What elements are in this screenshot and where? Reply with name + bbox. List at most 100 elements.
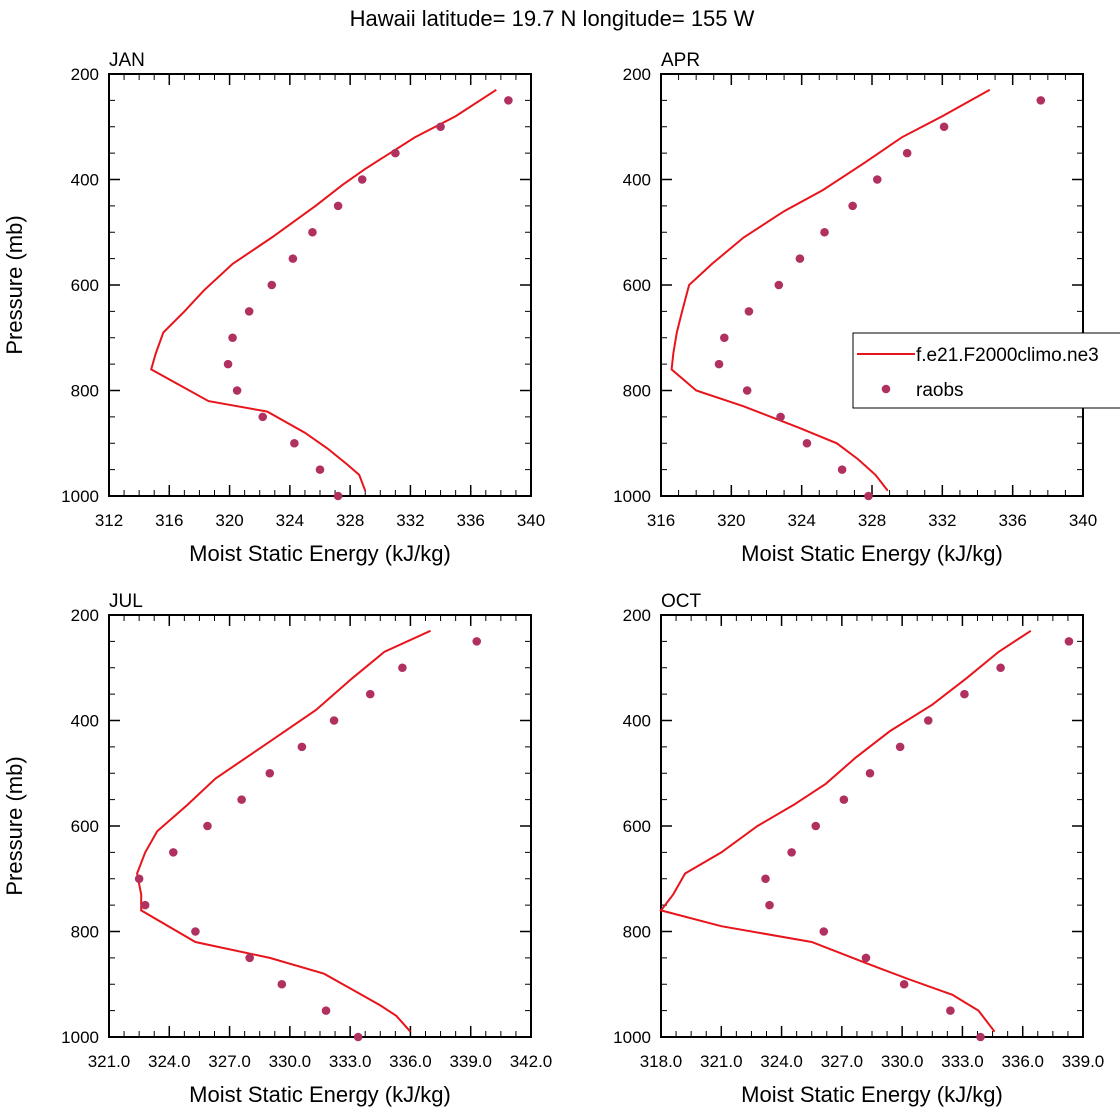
y-tick-label: 200 (623, 606, 651, 625)
raobs-point (802, 438, 812, 448)
x-tick-label: 312 (95, 511, 123, 530)
x-tick-label: 327.0 (208, 1052, 251, 1071)
raobs-point (357, 175, 367, 184)
raobs-point (398, 663, 407, 673)
raobs-point (191, 927, 200, 936)
plot-frame (660, 73, 1084, 497)
raobs-point (939, 122, 949, 132)
y-tick-label: 800 (623, 923, 651, 942)
y-tick-label: 400 (71, 171, 99, 190)
raobs-point (811, 821, 821, 831)
x-tick-label: 340 (517, 511, 545, 530)
x-tick-label: 339.0 (449, 1052, 492, 1071)
legend-marker-swatch (881, 384, 891, 394)
raobs-point (315, 465, 325, 474)
raobs-point (761, 874, 770, 884)
raobs-point (864, 491, 873, 501)
raobs-point (996, 663, 1005, 673)
x-tick-label: 330.0 (881, 1052, 924, 1071)
raobs-point (899, 979, 909, 989)
raobs-point (308, 227, 317, 237)
raobs-point (776, 412, 785, 422)
panel-jan: JAN 312 316 320 324 328 332 336 340 200 400 600 800 1… (2, 50, 545, 566)
x-tick-label: 324 (276, 511, 304, 530)
x-tick-label: 321.0 (700, 1052, 743, 1071)
panel-jul: JUL 321.0 324.0 327.0 330.0 333.0 336.0 339.0 34… (2, 591, 552, 1107)
x-axis-label: Moist Static Energy (kJ/kg) (189, 541, 451, 566)
raobs-point (1036, 96, 1046, 105)
panel-title: JAN (109, 50, 145, 71)
raobs-point (819, 927, 829, 936)
y-tick-label: 200 (71, 606, 99, 625)
raobs-point (895, 742, 905, 752)
raobs-point (976, 1032, 985, 1042)
raobs-point (861, 953, 871, 963)
raobs-point (169, 848, 178, 857)
x-tick-label: 336 (998, 511, 1026, 530)
legend: f.e21.F2000climo.ne3 raobs (852, 332, 1120, 409)
raobs-point (720, 333, 729, 343)
panel-title: OCT (661, 591, 702, 612)
y-tick-label: 600 (71, 817, 99, 836)
x-tick-label: 336.0 (389, 1052, 432, 1071)
raobs-point (472, 637, 482, 646)
raobs-point (787, 848, 796, 857)
raobs-point (245, 953, 254, 963)
x-tick-label: 316 (155, 511, 183, 530)
x-tick-label: 324 (787, 511, 815, 530)
raobs-point (228, 333, 237, 343)
raobs-point (504, 96, 513, 105)
raobs-point (333, 491, 343, 501)
raobs-point (714, 359, 724, 369)
raobs-point (265, 768, 275, 778)
raobs-point (923, 716, 933, 725)
raobs-point (1064, 637, 1074, 646)
x-tick-label: 321.0 (88, 1052, 131, 1071)
x-axis-label: Moist Static Energy (kJ/kg) (741, 1082, 1003, 1107)
raobs-point (839, 795, 849, 804)
raobs-point (837, 465, 847, 474)
y-tick-label: 800 (71, 923, 99, 942)
raobs-point (134, 874, 144, 884)
raobs-point (436, 122, 445, 132)
x-axis-label: Moist Static Energy (kJ/kg) (189, 1082, 451, 1107)
model-series-line (150, 88, 497, 492)
x-tick-label: 328 (336, 511, 364, 530)
x-tick-label: 324.0 (760, 1052, 803, 1071)
x-tick-label: 336 (457, 511, 485, 530)
plot-frame (108, 614, 532, 1038)
panel-oct: OCT 318.0 321.0 324.0 327.0 330.0 333.0 336.0 33… (613, 591, 1104, 1107)
raobs-point (140, 900, 150, 910)
x-tick-label: 320 (717, 511, 745, 530)
x-tick-label: 330.0 (269, 1052, 312, 1071)
panel-title: JUL (109, 591, 143, 612)
x-tick-label: 327.0 (821, 1052, 864, 1071)
y-tick-label: 400 (623, 171, 651, 190)
legend-model-label: f.e21.F2000climo.ne3 (916, 345, 1099, 366)
legend-box (852, 332, 1120, 409)
y-tick-label: 400 (623, 712, 651, 731)
raobs-point (946, 1006, 955, 1015)
x-tick-label: 320 (215, 511, 243, 530)
raobs-point (391, 148, 400, 158)
y-tick-label: 1000 (61, 487, 99, 506)
raobs-point (290, 438, 299, 448)
panels: JAN 312 316 320 324 328 332 336 340 200 400 600 800 1… (2, 50, 1104, 1107)
raobs-point (333, 201, 343, 211)
raobs-point (365, 689, 375, 699)
raobs-point (744, 307, 754, 316)
y-tick-label: 400 (71, 712, 99, 731)
y-tick-label: 600 (71, 276, 99, 295)
legend-obs-label: raobs (916, 380, 964, 401)
figure-title: Hawaii latitude= 19.7 N longitude= 155 W (350, 6, 755, 31)
y-axis-label: Pressure (mb) (2, 215, 27, 354)
raobs-point (277, 979, 287, 989)
x-tick-label: 333.0 (941, 1052, 984, 1071)
raobs-point (820, 227, 829, 237)
y-tick-label: 1000 (61, 1028, 99, 1047)
x-tick-label: 342.0 (510, 1052, 553, 1071)
model-series-line (670, 88, 991, 492)
y-tick-label: 1000 (613, 1028, 651, 1047)
y-axis-label: Pressure (mb) (2, 756, 27, 895)
raobs-point (258, 412, 268, 422)
